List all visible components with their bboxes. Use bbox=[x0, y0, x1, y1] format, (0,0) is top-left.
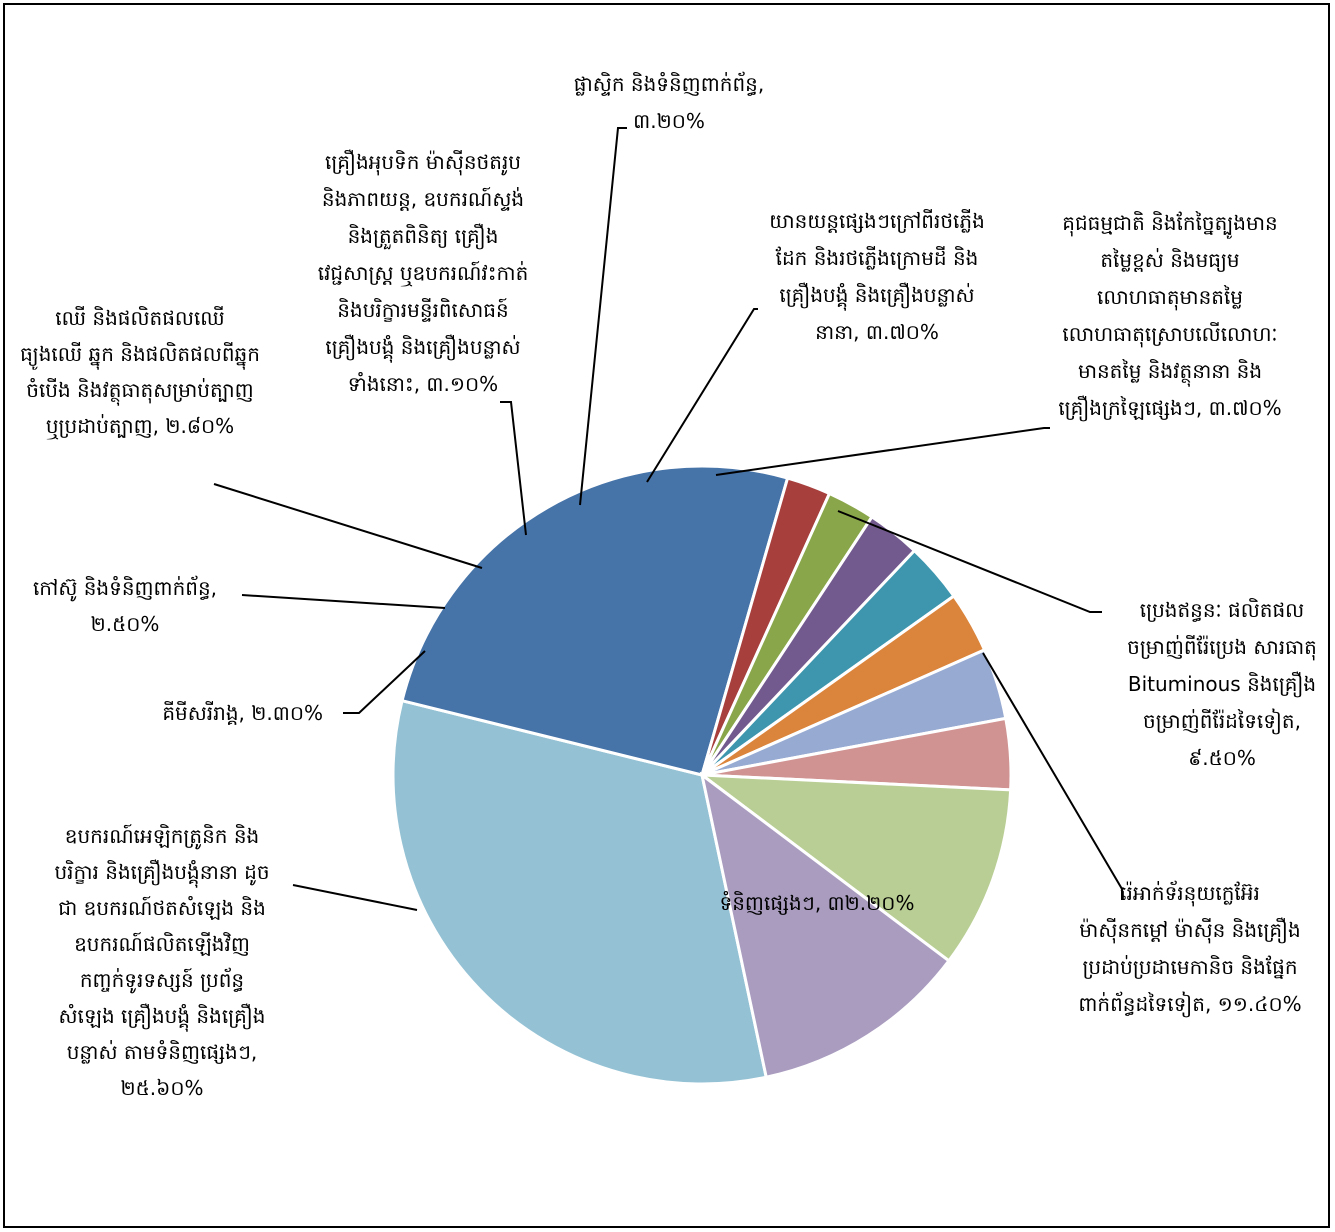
pie-slice-other_goods bbox=[391, 698, 769, 1086]
data-label-line: ឈើ និងផលិតផលឈើ bbox=[55, 305, 224, 330]
data-label-line: ប្រដាប់ប្រដាមេកានិច និងផ្នែក bbox=[1082, 954, 1297, 979]
data-label-line: កញ្ចក់ទូរទស្សន៍ ប្រព័ន្ធ bbox=[80, 967, 244, 994]
data-label-organic_chem: គីមីសរីរាង្គ, ២.៣០% bbox=[162, 700, 323, 725]
data-label-line: ចម្រាញ់ពីរ៉ែដទៃទៀត, bbox=[1143, 708, 1301, 735]
data-label-line: ២.៥០% bbox=[91, 612, 160, 636]
pie-slice-nuclear bbox=[699, 771, 952, 1080]
data-label-line: ទំនិញផ្សេងៗ, ៣២.២០% bbox=[720, 890, 915, 915]
data-label-line: យានយន្តផ្សេងៗក្រៅពីរថភ្លើង bbox=[769, 208, 985, 233]
pie-chart: ទំនិញផ្សេងៗ, ៣២.២០% ឧបករណ៍អេឡិកត្រូនិក និ… bbox=[20, 71, 1317, 1100]
data-label-line: ពាក់ព័ន្ធដទៃទៀត, ១១.៤០% bbox=[1078, 991, 1301, 1018]
leader-line-plastics bbox=[579, 127, 627, 506]
data-label-line: សំឡេង គ្រឿងបង្គុំ និងគ្រឿង bbox=[59, 1003, 266, 1032]
data-label-line: ផ្លាស្ទិក និងទំនិញពាក់ព័ន្ធ, bbox=[574, 71, 764, 96]
data-label-line: គ្រឿងបង្គុំ និងគ្រឿងបន្លាស់ bbox=[325, 334, 520, 363]
data-label-line: ឧបករណ៍ផលិតឡើងវិញ bbox=[74, 931, 250, 956]
leader-line-railway bbox=[646, 308, 758, 483]
data-label-line: រ៉េអាក់ទ័រនុយក្លេអ៊ែរ bbox=[1120, 880, 1260, 907]
data-label-line: ឬប្រដាប់ត្បាញ, ២.៨០% bbox=[46, 413, 234, 440]
data-label-line: បរិក្ខារ និងគ្រឿងបង្គុំនានា ដូច bbox=[54, 859, 269, 888]
data-label-line: នានា, ៣.៧០% bbox=[815, 320, 939, 344]
pie-slice-mineral_fuels bbox=[697, 773, 1013, 963]
leader-line-pearls bbox=[715, 427, 1050, 476]
data-label-line: ជា ឧបករណ៍ថតសំឡេង និង bbox=[58, 895, 266, 920]
data-label-line: មានតម្លៃ និងវត្ថុនានា និង bbox=[1078, 358, 1262, 387]
leader-line-mineral_fuels bbox=[837, 510, 1102, 613]
data-label-line: គ្រឿងក្រឡៃផ្សេងៗ, ៣.៧០% bbox=[1058, 395, 1281, 422]
leader-line-organic_chem bbox=[343, 650, 426, 714]
data-label-line: គ្រឿងអុបទិក ម៉ាស៊ីនថតរូប bbox=[325, 149, 521, 176]
data-label-nuclear: រ៉េអាក់ទ័រនុយក្លេអ៊ែរម៉ាស៊ីនកម្តៅ ម៉ាស៊ី… bbox=[1078, 880, 1301, 1018]
data-label-line: ចម្រាញ់ពីរ៉ែប្រេង សារធាតុ bbox=[1127, 634, 1317, 661]
data-label-line: ២៥.៦០% bbox=[121, 1076, 204, 1100]
data-label-line: គុជធម្មជាតិ និងកែច្នៃត្បូងមាន bbox=[1062, 210, 1277, 239]
data-label-wood: ឈើ និងផលិតផលឈើធ្យូងឈើ ឆ្នុក និងផលិតផលពីឆ… bbox=[20, 305, 260, 440]
data-label-pearls: គុជធម្មជាតិ និងកែច្នៃត្បូងមានតម្លៃខ្ពស់ … bbox=[1058, 210, 1281, 422]
data-label-line: បន្លាស់ តាមទំនិញផ្សេងៗ, bbox=[67, 1039, 258, 1064]
data-label-line: ៣.២០% bbox=[633, 109, 705, 133]
data-label-mineral_fuels: ប្រេងឥន្ធនៈ ផលិតផលចម្រាញ់ពីរ៉ែប្រេង សារធ… bbox=[1127, 597, 1317, 770]
data-label-line: គីមីសរីរាង្គ, ២.៣០% bbox=[162, 700, 323, 725]
leader-line-electrical bbox=[292, 884, 418, 911]
data-label-line: ម៉ាស៊ីនកម្តៅ ម៉ាស៊ីន និងគ្រឿង bbox=[1079, 917, 1300, 944]
data-label-line: ទាំងនោះ, ៣.១០% bbox=[348, 371, 498, 396]
leader-line-rubber bbox=[241, 594, 446, 609]
data-label-line: លោហធាតុស្រោបលើលោហៈ bbox=[1062, 321, 1277, 348]
data-label-line: និងភាពយន្ត, ឧបករណ៍ស្ទង់ bbox=[322, 186, 524, 211]
data-label-line: វេជ្ជសាស្ត្រ ឬឧបករណ៍វះកាត់ bbox=[318, 260, 529, 287]
data-label-line: តម្លៃខ្ពស់ និងមធ្យម bbox=[1100, 247, 1239, 272]
data-label-line: ដែក និងរថភ្លើងក្រោមដី និង bbox=[776, 245, 979, 270]
pie-slice-electrical bbox=[400, 464, 790, 777]
chart-frame: ទំនិញផ្សេងៗ, ៣២.២០% ឧបករណ៍អេឡិកត្រូនិក និ… bbox=[3, 3, 1330, 1228]
data-label-line: ៩.៥០% bbox=[1188, 746, 1256, 770]
leader-line-nuclear bbox=[982, 652, 1123, 900]
data-label-line: គ្រឿងបង្គុំ និងគ្រឿងបន្លាស់ bbox=[779, 282, 974, 311]
data-label-optical: គ្រឿងអុបទិក ម៉ាស៊ីនថតរូបនិងភាពយន្ត, ឧបករ… bbox=[318, 149, 529, 396]
data-label-line: លោហធាតុមានតម្លៃ bbox=[1097, 284, 1243, 311]
data-label-line: និងត្រួតពិនិត្យ គ្រឿង bbox=[348, 223, 499, 250]
data-label-plastics: ផ្លាស្ទិក និងទំនិញពាក់ព័ន្ធ, ៣.២០% bbox=[574, 71, 764, 133]
data-label-line: ចំបើង និងវត្ថុធាតុសម្រាប់ត្បាញ bbox=[26, 377, 253, 406]
data-label-rubber: កៅស៊ូ និងទំនិញពាក់ព័ន្ធ, ២.៥០% bbox=[33, 575, 217, 636]
data-label-line: Bituminous និងគ្រឿង bbox=[1128, 671, 1316, 698]
data-label-line: ប្រេងឥន្ធនៈ ផលិតផល bbox=[1140, 597, 1304, 622]
data-label-railway: យានយន្តផ្សេងៗក្រៅពីរថភ្លើងដែក និងរថភ្លើង… bbox=[769, 208, 985, 344]
data-label-line: ឧបករណ៍អេឡិកត្រូនិក និង bbox=[65, 823, 259, 850]
data-label-line: កៅស៊ូ និងទំនិញពាក់ព័ន្ធ, bbox=[33, 575, 217, 602]
data-label-line: និងបរិក្ខារមន្ទីរពិសោធន៍ bbox=[337, 297, 508, 322]
leader-line-optical bbox=[500, 401, 527, 536]
data-label-electrical: ឧបករណ៍អេឡិកត្រូនិក និងបរិក្ខារ និងគ្រឿងប… bbox=[54, 823, 269, 1100]
data-label-line: ធ្យូងឈើ ឆ្នុក និងផលិតផលពីឆ្នុក bbox=[20, 341, 260, 370]
leader-line-wood bbox=[213, 483, 483, 569]
data-label-other_goods: ទំនិញផ្សេងៗ, ៣២.២០% bbox=[720, 890, 915, 915]
